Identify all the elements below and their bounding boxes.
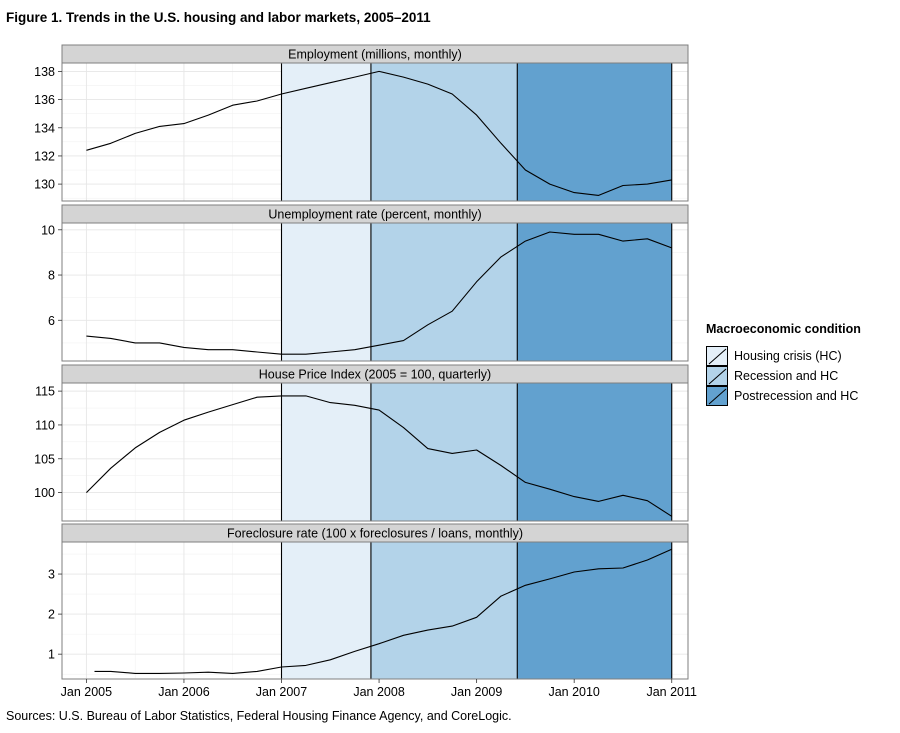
period-band-postrecession xyxy=(517,223,672,361)
period-band-postrecession xyxy=(517,383,672,521)
legend-key-diagonal xyxy=(708,388,727,405)
panel-employment: Employment (millions, monthly) 130 132 134 1… xyxy=(34,44,689,202)
x-tick-label: Jan 2009 xyxy=(451,685,502,699)
period-band-postrecession xyxy=(517,542,672,679)
series-line-house-price xyxy=(86,395,672,517)
y-tick-label: 6 xyxy=(48,314,55,328)
period-band-postrecession xyxy=(517,63,672,201)
x-tick-label: Jan 2008 xyxy=(353,685,404,699)
period-band-recession xyxy=(370,223,518,361)
y-tick-label: 2 xyxy=(48,608,55,622)
panel-title-unemployment: Unemployment rate (percent, monthly) xyxy=(268,208,481,222)
y-tick-label: 3 xyxy=(48,568,55,582)
period-band-housing-crisis xyxy=(281,63,371,201)
y-tick-label: 110 xyxy=(35,418,55,432)
figure-source: Sources: U.S. Bureau of Labor Statistics… xyxy=(6,709,512,723)
panel-house-price: House Price Index (2005 = 100, quarterly… xyxy=(34,364,689,522)
panel-title-foreclosure: Foreclosure rate (100 x foreclosures / l… xyxy=(227,527,523,541)
y-tick-label: 130 xyxy=(34,178,55,192)
legend-item-housing-crisis: Housing crisis (HC) xyxy=(706,346,861,366)
y-tick-label: 136 xyxy=(34,93,55,107)
series-line-employment xyxy=(86,70,672,196)
period-band-housing-crisis xyxy=(281,223,371,361)
legend-item-postrecession: Postrecession and HC xyxy=(706,386,861,406)
x-tick-label: Jan 2005 xyxy=(61,685,112,699)
legend: Macroeconomic condition Housing crisis (… xyxy=(706,322,861,406)
x-tick-label: Jan 2007 xyxy=(256,685,307,699)
period-band-recession xyxy=(370,542,518,679)
x-tick-label: Jan 2010 xyxy=(548,685,599,699)
legend-label-recession: Recession and HC xyxy=(734,369,839,383)
legend-key-diagonal xyxy=(708,368,727,385)
y-tick-label: 105 xyxy=(34,452,55,466)
legend-key-housing-crisis xyxy=(706,346,728,366)
y-tick-label: 134 xyxy=(34,121,55,135)
period-band-housing-crisis xyxy=(281,383,371,521)
series-line-unemployment xyxy=(86,231,672,355)
panel-strip xyxy=(61,523,689,543)
legend-label-postrecession: Postrecession and HC xyxy=(734,389,859,403)
figure-title: Figure 1. Trends in the U.S. housing and… xyxy=(6,10,431,25)
y-tick-label: 115 xyxy=(35,385,55,399)
legend-title: Macroeconomic condition xyxy=(706,322,861,336)
y-tick-label: 138 xyxy=(34,65,55,79)
legend-key-diagonal xyxy=(708,348,727,365)
y-tick-label: 132 xyxy=(34,149,55,163)
period-band-recession xyxy=(370,63,518,201)
panel-strip xyxy=(61,44,689,64)
legend-key-recession xyxy=(706,366,728,386)
panel-strip xyxy=(61,204,689,224)
period-band-housing-crisis xyxy=(281,542,371,679)
y-tick-label: 1 xyxy=(48,648,55,662)
y-tick-label: 100 xyxy=(34,486,55,500)
panel-strip xyxy=(61,364,689,384)
panel-title-house-price: House Price Index (2005 = 100, quarterly… xyxy=(259,368,491,382)
legend-label-housing-crisis: Housing crisis (HC) xyxy=(734,349,842,363)
x-tick-label: Jan 2006 xyxy=(158,685,209,699)
x-tick-label: Jan 2011 xyxy=(646,685,697,699)
panel-foreclosure: Foreclosure rate (100 x foreclosures / l… xyxy=(48,523,697,699)
y-tick-label: 10 xyxy=(41,223,55,237)
series-line-foreclosure xyxy=(94,548,672,674)
legend-item-recession: Recession and HC xyxy=(706,366,861,386)
panel-unemployment: Unemployment rate (percent, monthly) 6 8 10 xyxy=(41,204,689,362)
legend-key-postrecession xyxy=(706,386,728,406)
y-tick-label: 8 xyxy=(48,269,55,283)
panel-title-employment: Employment (millions, monthly) xyxy=(288,48,462,62)
